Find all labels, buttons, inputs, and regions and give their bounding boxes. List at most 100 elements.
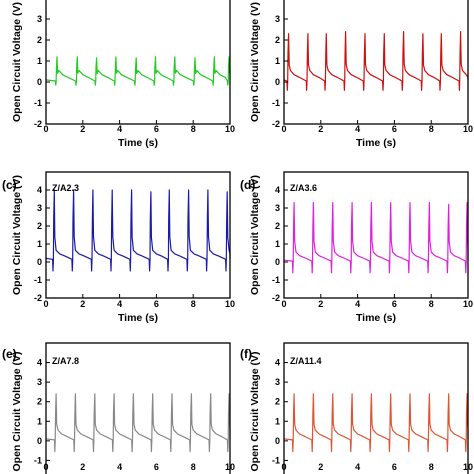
x-tick-label: 10 — [225, 124, 235, 134]
y-tick-label: -2 — [34, 119, 42, 129]
panel-c: -2 -1 0 1 2 3 4 0 2 4 6 8 10 Time (s) Open Circuit Vol… — [2, 171, 235, 324]
y-tick-label: 3 — [275, 377, 280, 387]
y-tick-label: 3 — [275, 14, 280, 24]
x-tick-label: 2 — [318, 124, 323, 134]
y-tick-label: 4 — [37, 185, 42, 195]
x-axis-title: Time (s) — [118, 312, 158, 324]
y-tick-label: 3 — [37, 377, 42, 387]
voltage-trace — [45, 393, 231, 453]
y-tick-label: -1 — [272, 275, 280, 285]
x-tick-label: 2 — [318, 462, 323, 472]
y-tick-label: 3 — [275, 203, 280, 213]
y-tick-label: 1 — [37, 416, 42, 426]
y-tick-label: 0 — [275, 77, 280, 87]
panel-label: Z/A3.6 — [290, 183, 317, 193]
x-tick-label: 10 — [225, 462, 235, 472]
x-tick-label: 0 — [43, 299, 48, 309]
voltage-trace — [45, 56, 231, 86]
x-tick-label: 0 — [43, 462, 48, 472]
x-tick-label: 2 — [80, 462, 85, 472]
x-tick-label: 0 — [281, 299, 286, 309]
y-tick-label: 0 — [37, 257, 42, 267]
panel-a: -2 -1 0 1 2 3 0 2 4 6 8 10 Time (s) Open Circuit Volt… — [11, 0, 235, 149]
x-axis-title: Time (s) — [118, 137, 158, 149]
panel-label: Z/A2.3 — [52, 183, 79, 193]
panel-letter: (c) — [2, 178, 17, 192]
x-tick-label: 10 — [225, 299, 235, 309]
y-tick-label: 2 — [275, 397, 280, 407]
y-tick-label: -1 — [34, 98, 42, 108]
plot-frame — [45, 171, 231, 299]
voltage-trace — [283, 202, 469, 274]
panel-d: -2 -1 0 1 2 3 4 0 2 4 6 8 10 Time (s) Open Circuit Vol… — [240, 171, 473, 324]
plot-frame — [283, 342, 469, 474]
x-tick-label: 10 — [463, 462, 473, 472]
x-tick-label: 4 — [117, 462, 122, 472]
y-tick-label: 1 — [275, 416, 280, 426]
y-tick-label: 2 — [37, 221, 42, 231]
x-tick-label: 4 — [355, 462, 360, 472]
y-tick-label: 4 — [275, 185, 280, 195]
y-tick-label: 2 — [275, 35, 280, 45]
y-axis-title: Open Circuit Voltage (V) — [11, 2, 23, 122]
panel-b: -2 -1 0 1 2 3 0 2 4 6 8 10 Time (s) Open Circuit Volt… — [249, 0, 473, 149]
x-tick-label: 4 — [355, 299, 360, 309]
y-tick-label: -2 — [272, 119, 280, 129]
panel-label: Z/A7.8 — [52, 356, 79, 366]
plot-frame — [45, 0, 231, 125]
x-tick-label: 0 — [281, 462, 286, 472]
panel-label: Z/A11.4 — [290, 356, 322, 366]
panel-letter: (e) — [2, 347, 17, 361]
voltage-trace — [45, 189, 231, 272]
y-tick-label: -2 — [272, 293, 280, 303]
x-tick-label: 0 — [281, 124, 286, 134]
x-tick-label: 4 — [117, 124, 122, 134]
plot-frame — [283, 171, 469, 299]
y-axis-title: Open Circuit Voltage (V) — [249, 352, 261, 472]
y-axis-title: Open Circuit Voltage (V) — [249, 2, 261, 122]
x-tick-label: 0 — [43, 124, 48, 134]
y-axis-title: Open Circuit Voltage (V) — [11, 175, 23, 295]
y-tick-label: -2 — [34, 293, 42, 303]
x-axis-title: Time (s) — [356, 137, 396, 149]
y-tick-label: 1 — [275, 239, 280, 249]
x-axis-title: Time (s) — [356, 312, 396, 324]
y-tick-label: 1 — [275, 56, 280, 66]
x-tick-label: 6 — [154, 462, 159, 472]
y-tick-label: -1 — [34, 455, 42, 465]
plot-frame — [45, 342, 231, 474]
x-tick-label: 2 — [80, 299, 85, 309]
x-tick-label: 4 — [117, 299, 122, 309]
panel-letter: (f) — [240, 347, 252, 361]
plot-frame — [283, 0, 469, 125]
y-tick-label: 4 — [37, 358, 42, 368]
x-tick-label: 10 — [463, 299, 473, 309]
y-tick-label: 0 — [37, 436, 42, 446]
x-tick-label: 6 — [392, 462, 397, 472]
x-tick-label: 6 — [392, 299, 397, 309]
x-tick-label: 8 — [429, 124, 434, 134]
voltage-trace — [283, 393, 469, 453]
y-tick-label: 0 — [37, 77, 42, 87]
x-tick-label: 8 — [191, 299, 196, 309]
y-tick-label: 1 — [37, 239, 42, 249]
y-tick-label: -1 — [34, 275, 42, 285]
x-tick-label: 6 — [154, 299, 159, 309]
x-tick-label: 8 — [191, 124, 196, 134]
y-tick-label: -1 — [272, 455, 280, 465]
y-tick-label: -1 — [272, 98, 280, 108]
y-tick-label: 2 — [37, 397, 42, 407]
x-tick-label: 2 — [80, 124, 85, 134]
x-tick-label: 4 — [355, 124, 360, 134]
y-tick-label: 2 — [275, 221, 280, 231]
y-tick-label: 2 — [37, 35, 42, 45]
x-tick-label: 6 — [154, 124, 159, 134]
y-tick-label: 3 — [37, 14, 42, 24]
x-tick-label: 10 — [463, 124, 473, 134]
y-tick-label: 4 — [275, 358, 280, 368]
y-tick-label: 3 — [37, 203, 42, 213]
x-tick-label: 8 — [191, 462, 196, 472]
panel-letter: (d) — [240, 178, 255, 192]
